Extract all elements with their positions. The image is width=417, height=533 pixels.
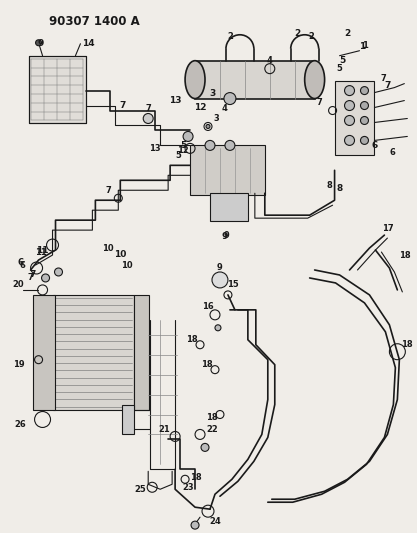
Text: 18: 18 xyxy=(206,413,218,422)
Text: 15: 15 xyxy=(227,280,239,289)
Text: 18: 18 xyxy=(201,360,213,369)
Text: 7: 7 xyxy=(146,104,151,113)
Text: 9: 9 xyxy=(217,263,223,272)
Text: 26: 26 xyxy=(15,420,27,429)
Circle shape xyxy=(360,136,369,144)
Text: 4: 4 xyxy=(222,104,228,113)
Circle shape xyxy=(143,114,153,124)
Text: 19: 19 xyxy=(13,360,25,369)
Text: 10: 10 xyxy=(114,249,126,259)
Bar xyxy=(29,56,86,124)
Circle shape xyxy=(344,86,354,95)
Text: 5: 5 xyxy=(339,56,346,65)
Text: 9: 9 xyxy=(38,39,44,49)
Text: 14: 14 xyxy=(82,39,95,49)
Text: 18: 18 xyxy=(399,251,410,260)
Text: 6: 6 xyxy=(371,141,377,150)
Text: 11: 11 xyxy=(36,246,49,255)
Circle shape xyxy=(183,132,193,141)
Text: 2: 2 xyxy=(294,29,301,38)
Text: 8: 8 xyxy=(337,184,343,193)
Text: 2: 2 xyxy=(344,29,351,38)
Text: 3: 3 xyxy=(213,114,219,123)
Text: 7: 7 xyxy=(384,81,391,90)
Bar xyxy=(334,80,374,156)
Text: 9: 9 xyxy=(222,232,228,240)
Text: 10: 10 xyxy=(103,244,114,253)
Circle shape xyxy=(55,268,63,276)
Text: 18: 18 xyxy=(190,473,202,482)
Text: 18: 18 xyxy=(402,340,413,349)
Text: 7: 7 xyxy=(106,186,111,195)
Text: 10: 10 xyxy=(121,261,133,270)
Text: 3: 3 xyxy=(210,89,216,98)
Text: 7: 7 xyxy=(381,74,386,83)
Text: 25: 25 xyxy=(134,484,146,494)
Ellipse shape xyxy=(185,61,205,99)
Text: 6: 6 xyxy=(18,257,24,266)
Circle shape xyxy=(191,521,199,529)
Text: 16: 16 xyxy=(202,302,214,311)
Text: 13: 13 xyxy=(149,144,161,153)
Text: 5: 5 xyxy=(175,151,181,160)
Bar xyxy=(122,405,134,434)
Circle shape xyxy=(360,117,369,125)
Circle shape xyxy=(344,135,354,146)
Circle shape xyxy=(206,125,210,128)
Text: 2: 2 xyxy=(227,33,233,41)
Circle shape xyxy=(344,101,354,110)
Text: 20: 20 xyxy=(13,280,25,289)
Bar xyxy=(190,146,265,195)
Text: 17: 17 xyxy=(382,224,393,232)
Bar xyxy=(195,61,315,99)
Ellipse shape xyxy=(305,61,324,99)
Text: 6: 6 xyxy=(20,261,25,270)
Text: 23: 23 xyxy=(182,483,194,492)
Bar xyxy=(33,295,55,409)
Text: 90307 1400 A: 90307 1400 A xyxy=(48,15,139,28)
Text: 18: 18 xyxy=(186,335,198,344)
Text: 21: 21 xyxy=(158,425,170,434)
Bar xyxy=(134,295,149,409)
Text: 24: 24 xyxy=(209,516,221,526)
Text: 12: 12 xyxy=(177,146,189,155)
Circle shape xyxy=(224,93,236,104)
Circle shape xyxy=(212,272,228,288)
Circle shape xyxy=(225,140,235,150)
Text: 7: 7 xyxy=(317,98,322,107)
Text: 5: 5 xyxy=(180,141,186,150)
Circle shape xyxy=(201,443,209,451)
Text: 12: 12 xyxy=(194,103,206,112)
Text: 5: 5 xyxy=(337,64,342,73)
Circle shape xyxy=(205,140,215,150)
Text: 1: 1 xyxy=(362,41,367,50)
Text: 1: 1 xyxy=(359,42,366,51)
Circle shape xyxy=(360,102,369,109)
Text: 7: 7 xyxy=(119,101,126,110)
Text: 7: 7 xyxy=(28,273,33,282)
Bar xyxy=(53,295,134,409)
Circle shape xyxy=(360,86,369,94)
Text: 11: 11 xyxy=(35,247,46,256)
Text: 13: 13 xyxy=(169,96,181,105)
Circle shape xyxy=(42,274,50,282)
Text: 6: 6 xyxy=(389,148,395,157)
Text: 7: 7 xyxy=(30,270,36,279)
Text: 2: 2 xyxy=(309,33,314,41)
Text: 4: 4 xyxy=(267,56,273,65)
Circle shape xyxy=(215,325,221,331)
Circle shape xyxy=(35,40,42,46)
Text: 22: 22 xyxy=(206,425,218,434)
Bar xyxy=(210,193,248,221)
Text: 8: 8 xyxy=(327,181,332,190)
Circle shape xyxy=(344,116,354,125)
Text: 9: 9 xyxy=(224,231,230,240)
